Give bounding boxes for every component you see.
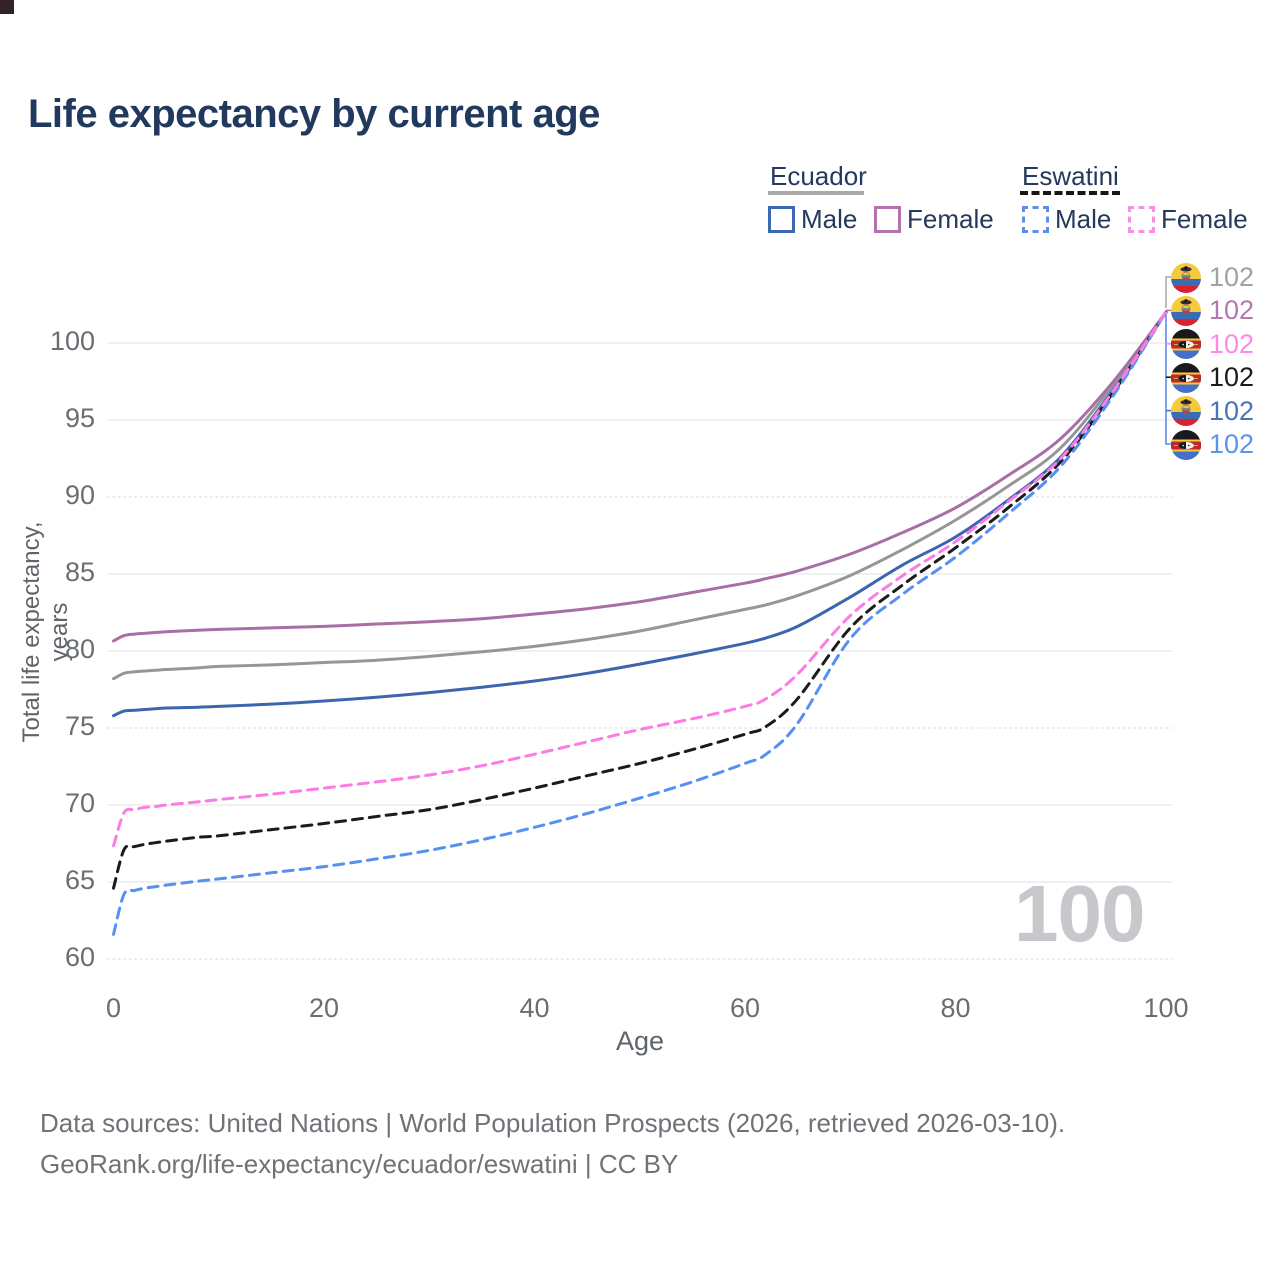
y-tick-label-80: 80 xyxy=(64,634,95,664)
series-end-value: 102 xyxy=(1209,429,1255,459)
ecuador-flag-icon xyxy=(1171,396,1201,427)
series-end-label: 102 xyxy=(1171,261,1254,294)
legend-underline-eswatini xyxy=(1020,191,1120,195)
legend-swatch-ecuador-female[interactable] xyxy=(874,206,901,233)
legend-header-ecuador[interactable]: Ecuador xyxy=(770,161,867,191)
corner-artifact xyxy=(0,0,14,14)
series-line-eswatini-male[interactable] xyxy=(112,310,1168,936)
y-tick-label-85: 85 xyxy=(64,557,95,587)
legend-swatch-eswatini-male[interactable] xyxy=(1022,206,1049,233)
series-line-eswatini[interactable] xyxy=(112,310,1168,890)
ecuador-flag-icon xyxy=(1171,262,1201,293)
eswatini-flag-icon xyxy=(1171,362,1201,393)
legend-swatch-eswatini-female[interactable] xyxy=(1128,206,1155,233)
series-end-value: 102 xyxy=(1209,262,1255,292)
legend-label-ecuador-male[interactable]: Male xyxy=(801,204,858,234)
footer-sources: Data sources: United Nations | World Pop… xyxy=(40,1108,1066,1138)
y-tick-label-65: 65 xyxy=(64,865,95,895)
page-title: Life expectancy by current age xyxy=(28,92,600,136)
legend-underline-ecuador xyxy=(768,191,864,195)
end-label-connector xyxy=(1165,276,1172,308)
legend-swatch-ecuador-male[interactable] xyxy=(768,206,795,233)
legend-header-eswatini[interactable]: Eswatini xyxy=(1022,161,1119,191)
series-end-value: 102 xyxy=(1209,295,1255,326)
y-tick-label-70: 70 xyxy=(64,788,95,818)
series-end-label: 102 xyxy=(1171,395,1254,428)
legend-label-eswatini-male[interactable]: Male xyxy=(1055,204,1112,234)
series-line-eswatini-female[interactable] xyxy=(112,310,1168,848)
y-tick-label-100: 100 xyxy=(49,326,95,356)
x-tick-label-100: 100 xyxy=(1143,993,1189,1023)
footer-link: GeoRank.org/life-expectancy/ecuador/eswa… xyxy=(40,1149,679,1179)
age-watermark: 100 xyxy=(1014,869,1145,958)
y-tick-label-90: 90 xyxy=(64,480,95,510)
end-label-connector xyxy=(1165,314,1172,445)
eswatini-flag-icon xyxy=(1171,329,1201,360)
x-tick-label-60: 60 xyxy=(729,993,761,1023)
x-tick-label-20: 20 xyxy=(308,993,340,1023)
x-tick-label-0: 0 xyxy=(105,993,122,1023)
series-end-label: 102 xyxy=(1171,294,1254,327)
series-line-ecuador-female[interactable] xyxy=(112,310,1168,643)
series-end-value: 102 xyxy=(1209,395,1255,426)
series-end-value: 102 xyxy=(1209,328,1255,359)
x-axis-title: Age xyxy=(615,1026,665,1056)
ecuador-flag-icon xyxy=(1171,295,1201,326)
x-tick-label-40: 40 xyxy=(519,993,550,1023)
legend-label-eswatini-female[interactable]: Female xyxy=(1161,204,1248,234)
legend-label-ecuador-female[interactable]: Female xyxy=(907,204,994,234)
eswatini-flag-icon xyxy=(1171,429,1201,460)
series-end-label: 102 xyxy=(1171,428,1254,461)
x-tick-label-80: 80 xyxy=(940,993,971,1023)
series-end-label: 102 xyxy=(1171,328,1254,361)
series-end-label: 102 xyxy=(1171,361,1254,394)
series-line-ecuador-male[interactable] xyxy=(112,310,1168,718)
y-tick-label-75: 75 xyxy=(64,711,95,741)
y-tick-label-60: 60 xyxy=(64,942,95,972)
y-tick-label-95: 95 xyxy=(64,403,95,433)
series-line-ecuador[interactable] xyxy=(112,310,1168,681)
series-end-value: 102 xyxy=(1209,362,1255,393)
